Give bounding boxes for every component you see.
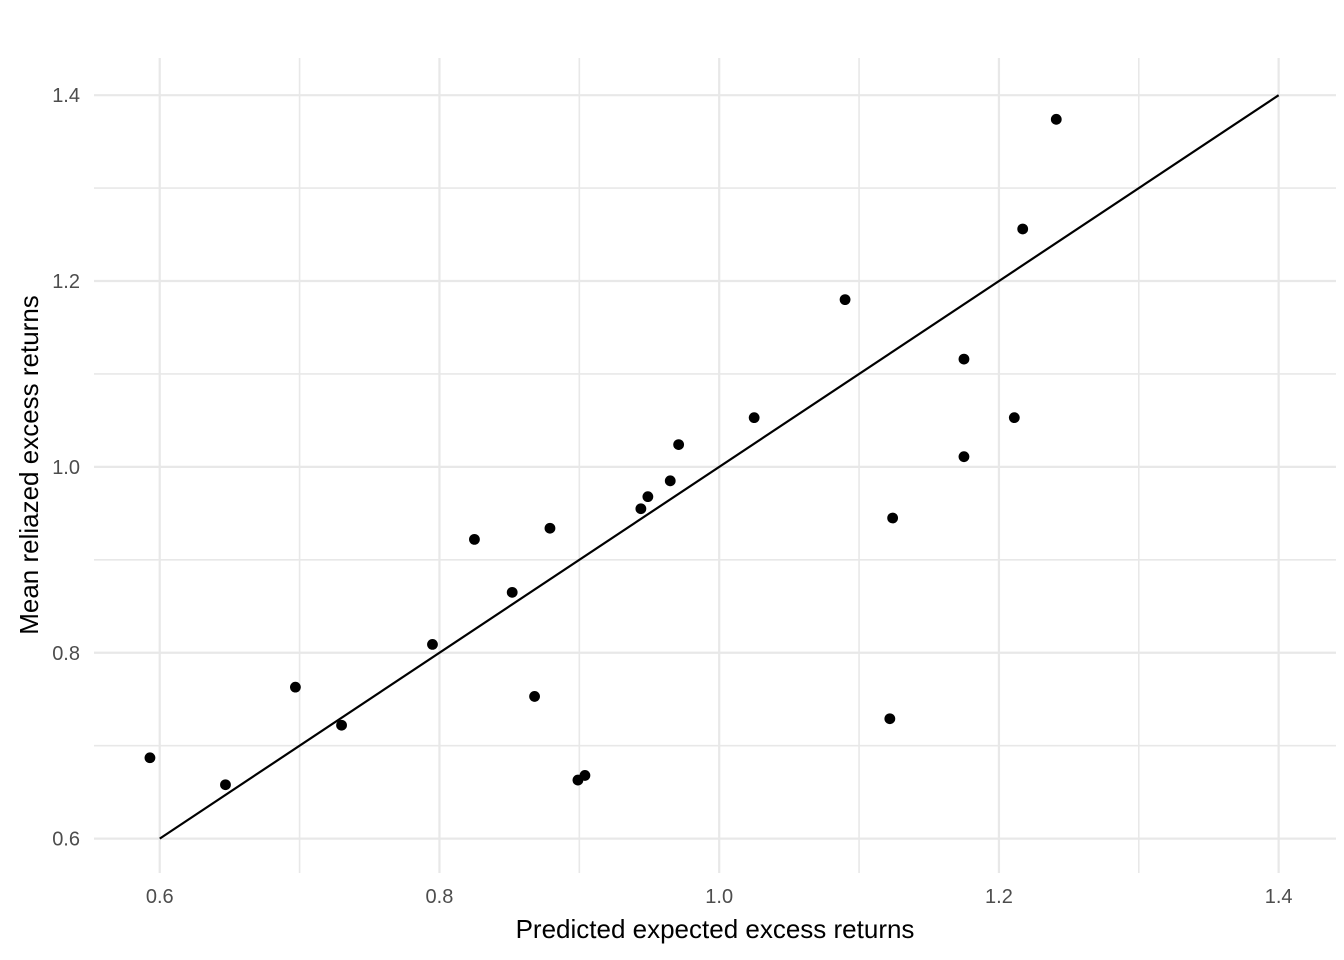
x-axis-title: Predicted expected excess returns bbox=[516, 914, 915, 944]
identity-line-group bbox=[159, 94, 1280, 840]
data-point bbox=[427, 638, 438, 650]
data-point bbox=[958, 451, 970, 463]
x-tick-label: 0.8 bbox=[426, 886, 454, 908]
x-tick-label: 1.4 bbox=[1265, 886, 1293, 908]
y-tick-label: 0.6 bbox=[52, 829, 80, 851]
y-tick-label: 1.0 bbox=[52, 457, 80, 479]
data-points-group bbox=[144, 113, 1062, 791]
data-point bbox=[544, 522, 556, 534]
data-point bbox=[1017, 223, 1029, 235]
data-point bbox=[635, 503, 647, 515]
data-point bbox=[664, 475, 676, 487]
y-tick-label: 1.2 bbox=[52, 271, 80, 293]
x-tick-label: 1.2 bbox=[985, 886, 1013, 908]
data-point bbox=[336, 719, 347, 731]
data-point bbox=[958, 353, 970, 365]
y-axis-title: Mean reliazed excess returns bbox=[14, 295, 44, 635]
data-point bbox=[469, 533, 480, 545]
y-tick-label: 0.8 bbox=[52, 643, 80, 665]
data-point bbox=[1050, 113, 1062, 125]
y-tick-label: 1.4 bbox=[52, 85, 80, 107]
data-point bbox=[506, 586, 518, 598]
data-point bbox=[1008, 412, 1020, 424]
x-tick-labels: 0.6 0.8 1.0 1.2 1.4 bbox=[146, 886, 1293, 908]
data-point bbox=[748, 412, 760, 424]
data-point bbox=[579, 770, 591, 781]
data-point bbox=[529, 691, 540, 702]
data-point bbox=[887, 512, 899, 524]
x-tick-label: 1.0 bbox=[705, 886, 733, 908]
identity-line bbox=[159, 94, 1280, 840]
x-tick-label: 0.6 bbox=[146, 886, 174, 908]
data-point bbox=[642, 491, 654, 503]
y-tick-labels: 0.6 0.8 1.0 1.2 1.4 bbox=[52, 85, 80, 850]
data-point bbox=[144, 752, 156, 764]
data-point bbox=[884, 713, 896, 725]
data-point bbox=[220, 779, 231, 791]
data-point bbox=[839, 294, 851, 306]
minor-gridlines bbox=[94, 58, 1336, 873]
major-gridlines bbox=[94, 58, 1336, 873]
data-point bbox=[673, 439, 685, 450]
data-point bbox=[290, 681, 301, 693]
